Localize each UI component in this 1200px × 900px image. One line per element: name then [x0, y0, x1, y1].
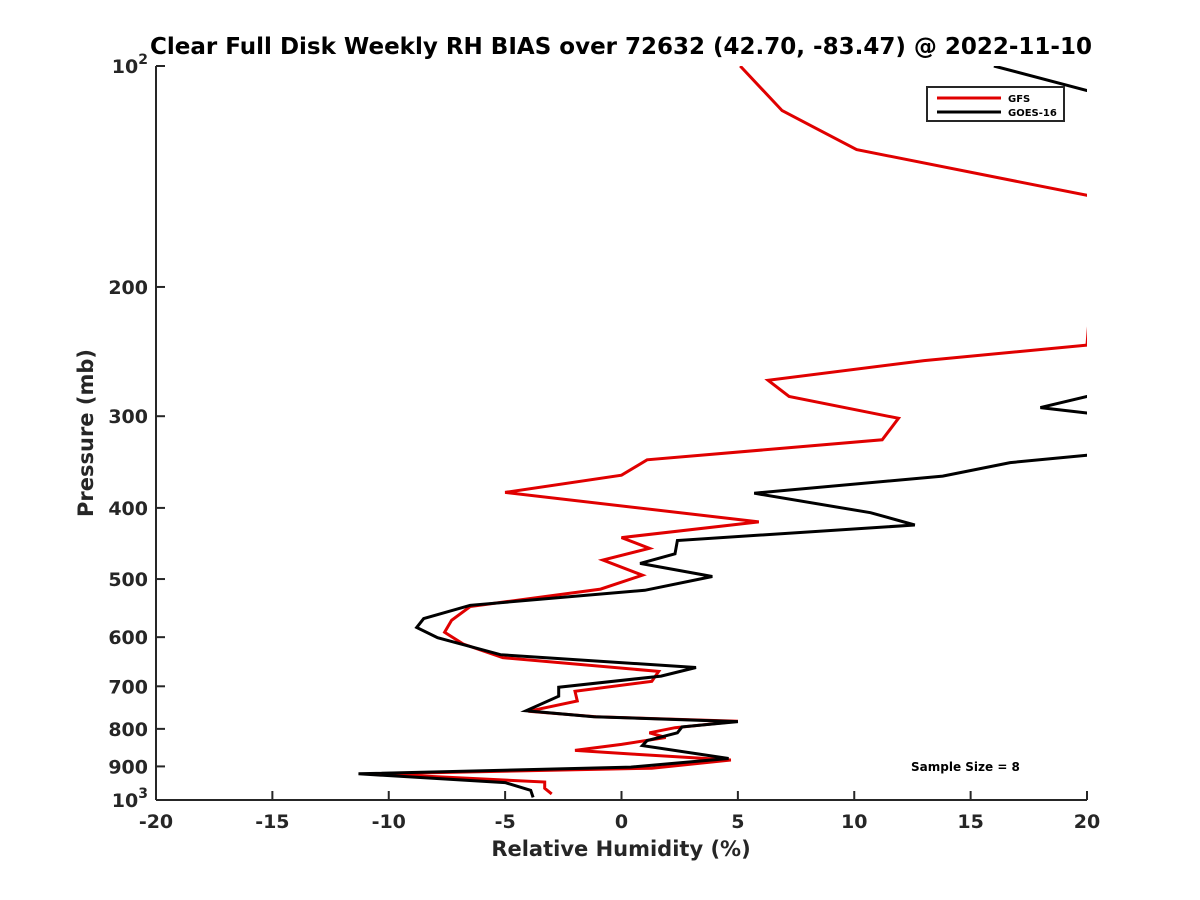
axes-layer: [155, 66, 1087, 801]
y-tick-label: 103: [112, 786, 148, 812]
ticks-layer: -20 -15 -10 -5 0 5 10 15 20 102 200 300 400 500 600 700…: [108, 52, 1100, 833]
series-line-goes-16: [358, 66, 1087, 798]
y-tick-label: 200: [108, 277, 148, 299]
y-tick-label: 900: [108, 756, 148, 778]
sample-size-annotation: Sample Size = 8: [911, 760, 1020, 774]
x-tick-label: -20: [139, 811, 173, 833]
y-tick-label: 400: [108, 498, 148, 520]
x-tick-label: 10: [841, 811, 867, 833]
y-tick-label: 500: [108, 569, 148, 591]
chart-title: Clear Full Disk Weekly RH BIAS over 7263…: [150, 34, 1092, 60]
series-layer: [358, 66, 1087, 798]
x-tick-label: 5: [731, 811, 744, 833]
y-axis-label: Pressure (mb): [74, 349, 98, 517]
x-tick-label: -5: [495, 811, 516, 833]
y-tick-label: 800: [108, 719, 148, 741]
y-tick-label: 600: [108, 627, 148, 649]
y-tick-label: 700: [108, 676, 148, 698]
x-tick-label: 15: [957, 811, 983, 833]
legend: GFS GOES-16: [926, 86, 1065, 122]
x-tick-label: -10: [372, 811, 406, 833]
y-tick-label: 300: [108, 406, 148, 428]
y-tick-label: 102: [112, 52, 148, 78]
x-axis-label: Relative Humidity (%): [491, 837, 750, 861]
legend-label-goes-16: GOES-16: [1008, 108, 1057, 119]
legend-label-gfs: GFS: [1008, 94, 1030, 105]
legend-box: [926, 86, 1065, 122]
x-tick-label: -15: [255, 811, 289, 833]
x-tick-label: 0: [615, 811, 628, 833]
x-tick-label: 20: [1074, 811, 1100, 833]
series-line-gfs: [377, 66, 1087, 796]
